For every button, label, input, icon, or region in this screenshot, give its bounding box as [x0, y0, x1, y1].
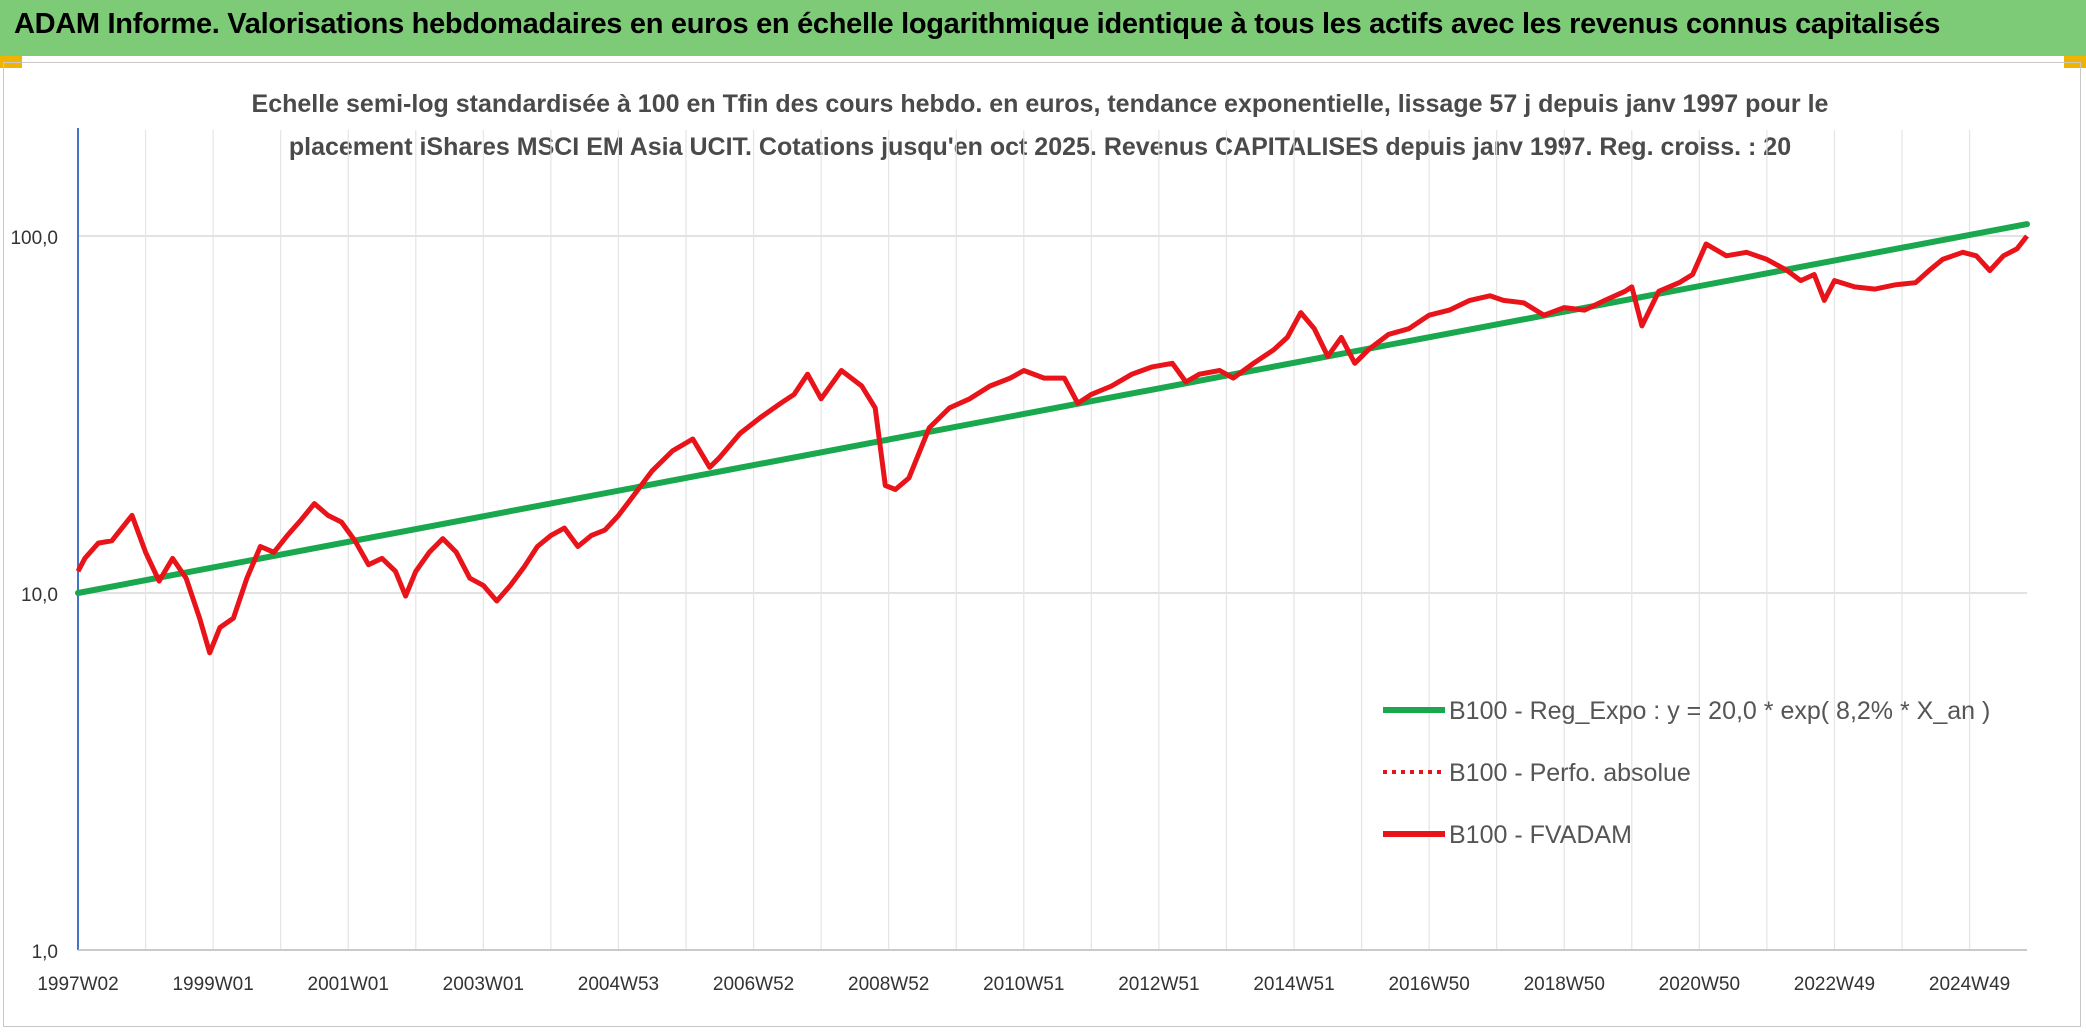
y-tick-label: 100,0 — [10, 228, 58, 249]
x-tick-label: 2001W01 — [308, 974, 389, 995]
page-title: ADAM Informe. Valorisations hebdomadaire… — [14, 8, 1941, 40]
legend-label: B100 - Perfo. absolue — [1449, 759, 1691, 787]
x-tick-label: 2008W52 — [848, 974, 929, 995]
y-tick-label: 10,0 — [21, 585, 58, 606]
x-tick-label: 2012W51 — [1118, 974, 1199, 995]
y-tick-label: 1,0 — [32, 942, 58, 963]
x-tick-label: 2010W51 — [983, 974, 1064, 995]
series-line-reg-expo — [75, 221, 2030, 596]
legend-label: B100 - Reg_Expo : y = 20,0 * exp( 8,2% *… — [1449, 697, 1990, 725]
x-tick-label: 1999W01 — [172, 974, 253, 995]
legend-label: B100 - FVADAM — [1449, 821, 1632, 849]
x-tick-label: 2024W49 — [1929, 974, 2010, 995]
chart-subtitle-line1: Echelle semi-log standardisée à 100 en T… — [251, 90, 1829, 118]
x-tick-label: 2014W51 — [1253, 974, 1334, 995]
x-tick-label: 2004W53 — [578, 974, 659, 995]
x-tick-label: 2020W50 — [1659, 974, 1740, 995]
header-bar: ADAM Informe. Valorisations hebdomadaire… — [0, 0, 2086, 56]
chart-frame — [3, 62, 2081, 1027]
chart-subtitle-line2: placement iShares MSCI EM Asia UCIT. Cot… — [288, 133, 1792, 161]
series-line-fvadam — [75, 234, 2029, 656]
x-tick-label: 2018W50 — [1524, 974, 1605, 995]
x-tick-label: 1997W02 — [37, 974, 118, 995]
x-tick-label: 2016W50 — [1388, 974, 1469, 995]
x-tick-label: 2022W49 — [1794, 974, 1875, 995]
x-tick-label: 2006W52 — [713, 974, 794, 995]
x-tick-label: 2003W01 — [443, 974, 524, 995]
